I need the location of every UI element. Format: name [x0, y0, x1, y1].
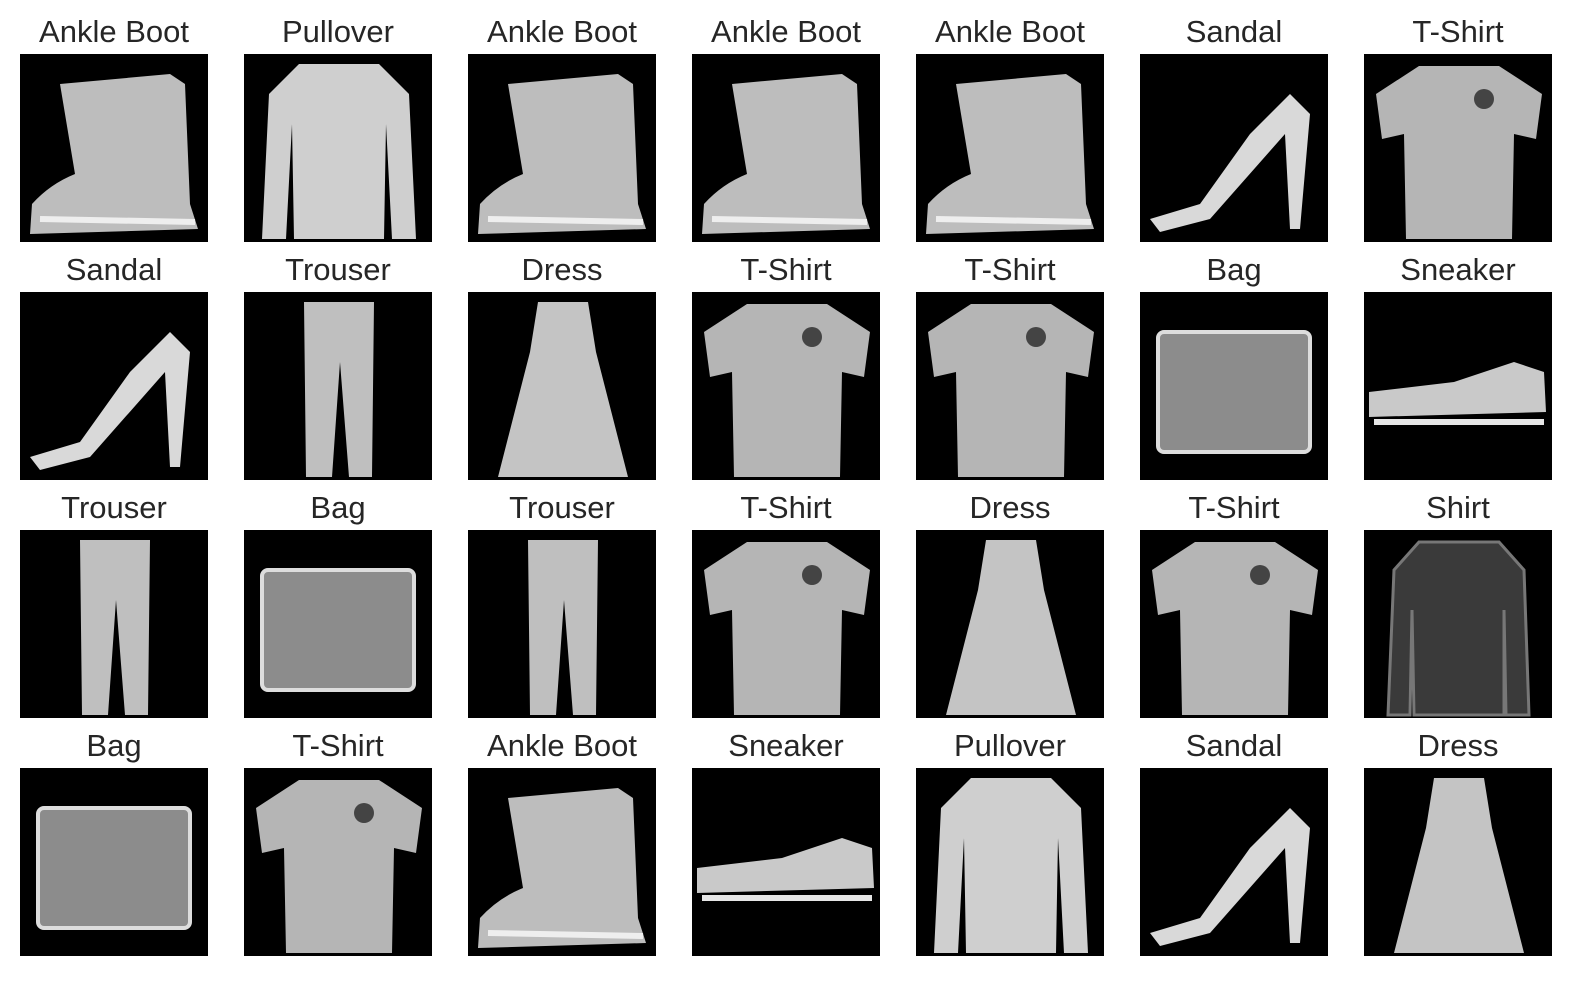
image-label: Ankle Boot	[711, 14, 861, 49]
sandal-icon	[20, 292, 208, 480]
image-label: Sneaker	[1400, 252, 1516, 287]
trouser-icon	[244, 292, 432, 480]
image-label: Sandal	[1185, 14, 1283, 49]
grid-cell: Pullover	[916, 724, 1104, 956]
t-shirt-icon	[916, 292, 1104, 480]
ankle-boot-icon	[692, 54, 880, 242]
pullover-icon	[244, 54, 432, 242]
grid-cell: T-Shirt	[692, 248, 880, 480]
grid-cell: Sneaker	[1364, 248, 1552, 480]
grid-cell: Dress	[1364, 724, 1552, 956]
image-label: T-Shirt	[1412, 14, 1504, 49]
image-label: Dress	[1417, 728, 1499, 763]
grid-cell: T-Shirt	[692, 486, 880, 718]
grid-cell: Ankle Boot	[468, 724, 656, 956]
sandal-icon	[1140, 54, 1328, 242]
ankle-boot-icon	[20, 54, 208, 242]
image-label: Trouser	[509, 490, 615, 525]
grid-cell: Trouser	[468, 486, 656, 718]
trouser-icon	[20, 530, 208, 718]
image-label: Pullover	[954, 728, 1066, 763]
image-label: Bag	[310, 490, 366, 525]
grid-cell: Dress	[468, 248, 656, 480]
sneaker-icon	[1364, 292, 1552, 480]
bag-icon	[1140, 292, 1328, 480]
image-label: Ankle Boot	[487, 728, 637, 763]
bag-icon	[244, 530, 432, 718]
image-label: T-Shirt	[740, 490, 832, 525]
t-shirt-icon	[244, 768, 432, 956]
grid-cell: Ankle Boot	[20, 10, 208, 242]
grid-cell: Dress	[916, 486, 1104, 718]
image-label: Sneaker	[728, 728, 844, 763]
image-label: Sandal	[65, 252, 163, 287]
image-label: Ankle Boot	[935, 14, 1085, 49]
grid-cell: Trouser	[244, 248, 432, 480]
dress-icon	[468, 292, 656, 480]
grid-cell: Sneaker	[692, 724, 880, 956]
ankle-boot-icon	[916, 54, 1104, 242]
image-label: T-Shirt	[964, 252, 1056, 287]
image-label: Trouser	[61, 490, 167, 525]
grid-cell: Pullover	[244, 10, 432, 242]
grid-cell: Bag	[1140, 248, 1328, 480]
grid-cell: Ankle Boot	[692, 10, 880, 242]
bag-icon	[20, 768, 208, 956]
image-label: Trouser	[285, 252, 391, 287]
image-label: Bag	[1206, 252, 1262, 287]
dress-icon	[1364, 768, 1552, 956]
grid-cell: Sandal	[1140, 10, 1328, 242]
grid-cell: T-Shirt	[244, 724, 432, 956]
t-shirt-icon	[1364, 54, 1552, 242]
image-label: T-Shirt	[292, 728, 384, 763]
image-label: Dress	[521, 252, 603, 287]
image-label: Bag	[86, 728, 142, 763]
grid-cell: T-Shirt	[1140, 486, 1328, 718]
grid-cell: T-Shirt	[1364, 10, 1552, 242]
t-shirt-icon	[1140, 530, 1328, 718]
image-label: Dress	[969, 490, 1051, 525]
ankle-boot-icon	[468, 54, 656, 242]
grid-cell: Ankle Boot	[916, 10, 1104, 242]
grid-cell: Sandal	[1140, 724, 1328, 956]
ankle-boot-icon	[468, 768, 656, 956]
sneaker-icon	[692, 768, 880, 956]
grid-cell: Shirt	[1364, 486, 1552, 718]
image-label: Pullover	[282, 14, 394, 49]
image-label: T-Shirt	[740, 252, 832, 287]
trouser-icon	[468, 530, 656, 718]
grid-cell: Sandal	[20, 248, 208, 480]
image-label: Shirt	[1426, 490, 1490, 525]
t-shirt-icon	[692, 530, 880, 718]
t-shirt-icon	[692, 292, 880, 480]
grid-cell: Bag	[20, 724, 208, 956]
sandal-icon	[1140, 768, 1328, 956]
shirt-icon	[1364, 530, 1552, 718]
grid-cell: T-Shirt	[916, 248, 1104, 480]
grid-cell: Ankle Boot	[468, 10, 656, 242]
pullover-icon	[916, 768, 1104, 956]
grid-cell: Trouser	[20, 486, 208, 718]
image-label: Sandal	[1185, 728, 1283, 763]
grid-cell: Bag	[244, 486, 432, 718]
image-label: T-Shirt	[1188, 490, 1280, 525]
image-label: Ankle Boot	[39, 14, 189, 49]
dress-icon	[916, 530, 1104, 718]
image-label: Ankle Boot	[487, 14, 637, 49]
